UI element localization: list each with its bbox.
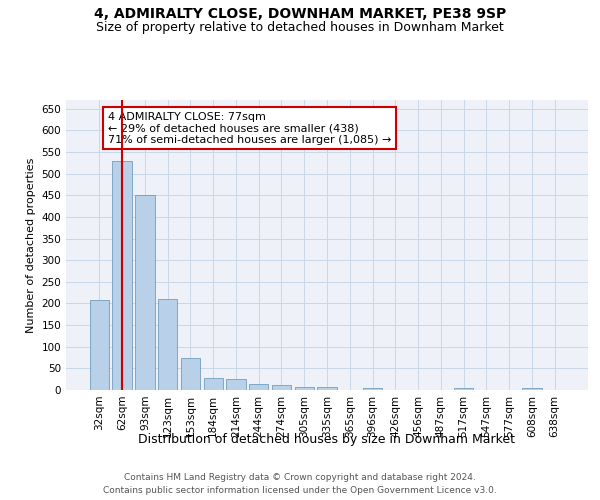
Bar xyxy=(363,388,382,390)
Text: Contains HM Land Registry data © Crown copyright and database right 2024.
Contai: Contains HM Land Registry data © Crown c… xyxy=(103,474,497,495)
Text: 4, ADMIRALTY CLOSE, DOWNHAM MARKET, PE38 9SP: 4, ADMIRALTY CLOSE, DOWNHAM MARKET, PE38… xyxy=(94,8,506,22)
Bar xyxy=(203,378,223,390)
Bar xyxy=(181,358,200,390)
Text: Distribution of detached houses by size in Downham Market: Distribution of detached houses by size … xyxy=(139,432,515,446)
Bar xyxy=(454,388,473,390)
Bar xyxy=(295,386,314,390)
Bar xyxy=(158,299,178,390)
Bar xyxy=(272,385,291,390)
Bar xyxy=(226,378,245,390)
Bar xyxy=(90,300,109,390)
Bar xyxy=(112,160,132,390)
Bar xyxy=(135,195,155,390)
Text: Size of property relative to detached houses in Downham Market: Size of property relative to detached ho… xyxy=(96,21,504,34)
Bar xyxy=(317,387,337,390)
Bar xyxy=(249,384,268,390)
Y-axis label: Number of detached properties: Number of detached properties xyxy=(26,158,36,332)
Bar xyxy=(522,388,542,390)
Text: 4 ADMIRALTY CLOSE: 77sqm
← 29% of detached houses are smaller (438)
71% of semi-: 4 ADMIRALTY CLOSE: 77sqm ← 29% of detach… xyxy=(108,112,391,145)
